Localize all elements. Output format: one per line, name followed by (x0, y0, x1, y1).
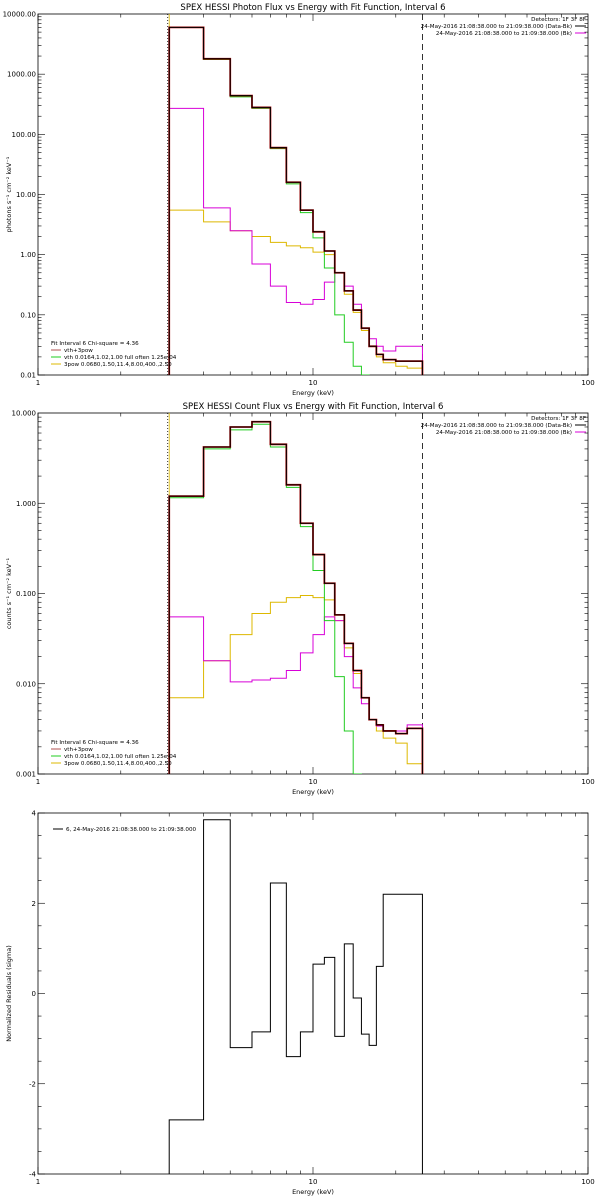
plot-frame (37, 412, 589, 775)
legend-entry-text: vth 0.0164,1.02,1.00 full often 1.25e-04 (64, 355, 177, 361)
x-tick-label: 10 (309, 379, 318, 387)
legend-entry-text: vth 0.0164,1.02,1.00 full often 1.25e-04 (64, 754, 177, 760)
legend-entry-text: 24-May-2016 21:08:38.000 to 21:09:38.000… (436, 31, 572, 37)
y-tick-label: 0.100 (16, 590, 36, 598)
plot-data (167, 413, 424, 774)
legend-entry-text: 3pow 0.0680,1.50,11.4,8.00,400.,2.50 (64, 761, 172, 767)
legend-entry-text: Detectors: 1F 3F 8F (531, 416, 586, 422)
x-tick-label: 100 (581, 778, 594, 786)
y-tick-label: 1000.00 (7, 71, 36, 79)
y-tick-label: -4 (29, 1171, 37, 1179)
series-total_fit-step (168, 616, 423, 774)
plot-panel-3: 1 10 100 -4 -2 0 2 4 Energy (keV) Normalized Resi… (5, 810, 595, 1197)
y-axis-label: Normalized Residuals (sigma) (5, 945, 13, 1042)
chart-title: SPEX HESSI Count Flux vs Energy with Fit… (183, 402, 444, 412)
series-background-step (168, 420, 424, 774)
y-axis-label: counts s⁻¹ cm⁻² keV⁻¹ (5, 557, 13, 629)
legend-entry-text: vth+3pow (64, 348, 93, 354)
legend-entry-text: Fit Interval 6 Chi-square = 4.36 (51, 740, 139, 746)
series-data-step (168, 421, 423, 774)
y-tick-label: 0.10 (20, 311, 36, 319)
y-tick-label: 1.000 (16, 500, 36, 508)
y-tick-label: 10.00 (16, 191, 36, 199)
plot-panel-1: 1 10 100 0.01 0.10 1.00 10.00 100.00 1000.00 1000… (3, 3, 595, 397)
x-tick-label: 10 (309, 778, 318, 786)
series-background-step (168, 26, 424, 375)
x-tick-label: 1 (36, 778, 40, 786)
legend-entry-text: 24-May-2016 21:08:38.000 to 21:09:38.000… (421, 24, 572, 30)
series-vth-step (168, 26, 370, 375)
legend-entry-text: 24-May-2016 21:08:38.000 to 21:09:38.000… (436, 430, 572, 436)
series-residuals-step (168, 819, 423, 1174)
y-tick-label: 0.010 (16, 680, 36, 688)
y-tick-label: 0.01 (20, 372, 36, 380)
x-tick-label: 1 (36, 1178, 40, 1186)
x-axis-label: Energy (keV) (292, 1188, 334, 1196)
x-tick-label: 1 (36, 379, 40, 387)
plot-frame (37, 13, 589, 376)
x-tick-label: 100 (581, 1178, 594, 1186)
legend-entry-text: Detectors: 1F 3F 8F (531, 17, 586, 23)
y-tick-label: 0 (32, 990, 36, 998)
series-total_fit-step (168, 107, 423, 375)
y-tick-label: 1.00 (20, 251, 36, 259)
x-axis-label: Energy (keV) (292, 788, 334, 796)
series-3pow-step (168, 209, 423, 375)
plot-panel-2: 1 10 100 0.001 0.010 0.100 1.000 10.000 SPEX HES… (5, 402, 595, 796)
y-tick-label: 4 (32, 810, 37, 818)
y-tick-label: 100.00 (12, 131, 37, 139)
y-tick-label: 0.001 (16, 771, 36, 779)
x-tick-label: 100 (581, 379, 594, 387)
y-axis-label: photons s⁻¹ cm⁻² keV⁻¹ (5, 156, 13, 232)
series-data-step (168, 26, 423, 375)
x-tick-label: 10 (309, 1178, 318, 1186)
y-tick-label: 10.000 (12, 410, 37, 418)
x-axis-label: Energy (keV) (292, 389, 334, 397)
legend-entry-text: 24-May-2016 21:08:38.000 to 21:09:38.000… (421, 423, 572, 429)
y-tick-label: -2 (29, 1080, 36, 1088)
legend-entry-text: vth+3pow (64, 747, 93, 753)
y-tick-label: 2 (32, 900, 36, 908)
legend-entry-text: Fit Interval 6 Chi-square = 4.36 (51, 341, 139, 347)
y-tick-label: 10000.00 (3, 11, 36, 19)
legend-entry-text: 3pow 0.0680,1.50,11.4,8.00,400.,2.50 (64, 362, 172, 368)
legend-entry-text: 6, 24-May-2016 21:08:38.000 to 21:09:38.… (66, 827, 197, 833)
plot-data (168, 819, 423, 1174)
plot-data (167, 14, 424, 375)
series-3pow-step (168, 595, 423, 774)
chart-title: SPEX HESSI Photon Flux vs Energy with Fi… (180, 3, 445, 13)
